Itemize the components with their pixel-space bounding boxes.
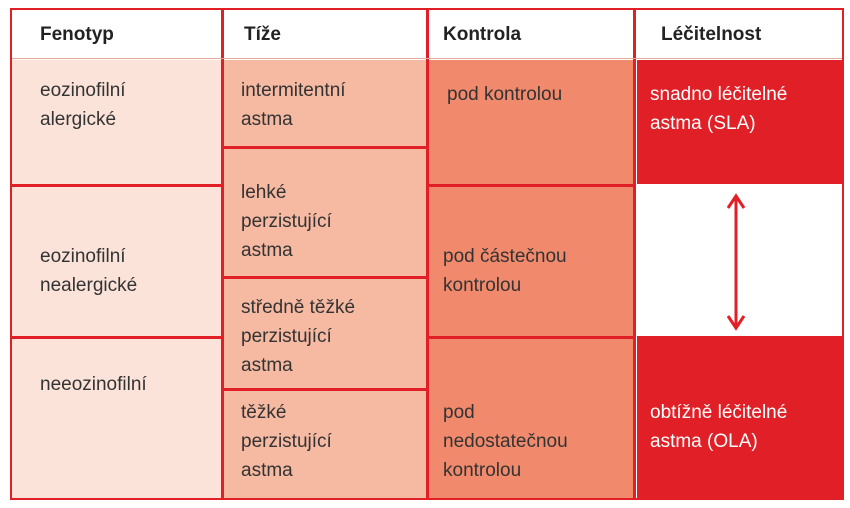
divider-vertical-1 xyxy=(221,10,224,498)
taze-column-bg xyxy=(224,60,427,498)
kontrola-column-bg xyxy=(429,60,635,498)
fenotyp-divider-2 xyxy=(12,336,222,339)
header-taze: Tíže xyxy=(224,10,427,60)
kontrola-pod-castecnou: pod částečnou kontrolou xyxy=(443,246,567,296)
taze-lehke: lehké perzistující astma xyxy=(241,182,332,261)
divider-vertical-2 xyxy=(426,10,429,498)
lecitelnost-sla: snadno léčitelné astma (SLA) xyxy=(650,84,788,134)
taze-divider-2 xyxy=(224,276,427,279)
taze-divider-3 xyxy=(224,388,427,391)
lecitelnost-top-block xyxy=(637,60,842,184)
header-divider xyxy=(12,58,842,59)
taze-intermitentni: intermitentní astma xyxy=(241,80,346,130)
kontrola-divider-1 xyxy=(429,184,635,187)
taze-stredne-tezke: středně těžké perzistující astma xyxy=(241,297,356,376)
lecitelnost-ola: obtížně léčitelné astma (OLA) xyxy=(650,402,788,452)
kontrola-divider-2 xyxy=(429,336,635,339)
taze-divider-1 xyxy=(224,146,427,149)
header-kontrola: Kontrola xyxy=(429,10,635,60)
fenotyp-eozinofilni-alergicke: eozinofilní alergické xyxy=(40,80,126,130)
fenotyp-eozinofilni-nealergicke: eozinofilní nealergické xyxy=(40,246,138,296)
fenotyp-divider-1 xyxy=(12,184,222,187)
kontrola-pod-nedostatecnou: pod nedostatečnou kontrolou xyxy=(443,402,568,481)
kontrola-pod-kontrolou: pod kontrolou xyxy=(447,84,563,105)
divider-vertical-3 xyxy=(633,10,636,498)
taze-tezke: těžké perzistující astma xyxy=(241,402,332,481)
fenotyp-column-bg xyxy=(12,60,222,498)
asthma-classification-table: Fenotyp Tíže Kontrola Léčitelnost eozino… xyxy=(10,8,844,500)
fenotyp-neeozinofilni: neeozinofilní xyxy=(40,374,147,395)
header-lecitelnost: Léčitelnost xyxy=(637,10,842,60)
lecitelnost-bottom-block xyxy=(637,336,842,498)
lecitelnost-middle-block xyxy=(637,184,842,336)
double-arrow-icon xyxy=(726,193,746,331)
header-fenotyp: Fenotyp xyxy=(12,10,222,60)
